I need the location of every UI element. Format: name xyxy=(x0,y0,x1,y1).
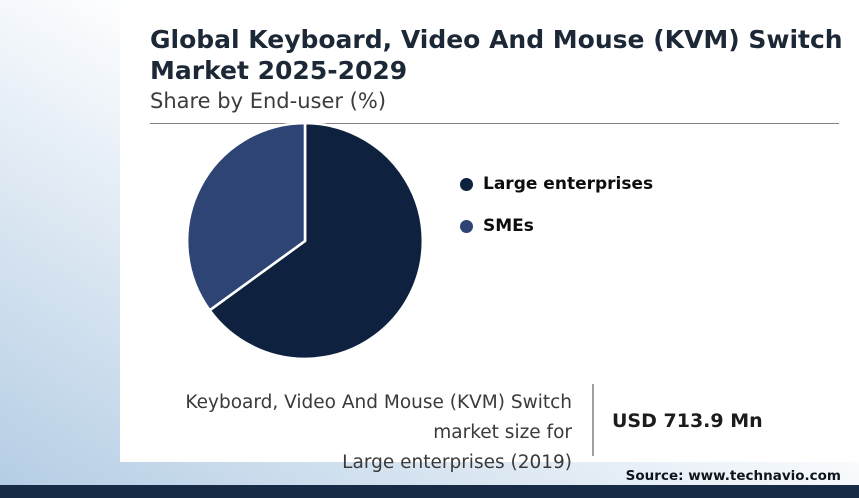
legend-item-smes: SMEs xyxy=(460,216,653,236)
chart-card: Global Keyboard, Video And Mouse (KVM) S… xyxy=(120,8,859,473)
legend-label: SMEs xyxy=(483,216,534,236)
chart-header: Global Keyboard, Video And Mouse (KVM) S… xyxy=(120,8,859,124)
footer-divider xyxy=(592,384,594,456)
market-size-caption: Keyboard, Video And Mouse (KVM) Switch m… xyxy=(185,392,572,473)
legend-swatch xyxy=(460,177,473,191)
legend-label: Large enterprises xyxy=(483,174,654,194)
bottom-accent-bar xyxy=(0,485,859,498)
chart-legend: Large enterprises SMEs xyxy=(460,174,653,258)
chart-title: Global Keyboard, Video And Mouse (KVM) S… xyxy=(150,25,843,86)
chart-subtitle: Share by End-user (%) xyxy=(150,88,387,113)
pie-chart xyxy=(185,121,425,361)
legend-swatch xyxy=(460,219,473,233)
source-attribution: Source: www.technavio.com xyxy=(625,468,841,484)
legend-item-large-enterprises: Large enterprises xyxy=(460,174,653,194)
title-divider xyxy=(150,122,839,124)
market-size-value: USD 713.9 Mn xyxy=(612,410,763,432)
